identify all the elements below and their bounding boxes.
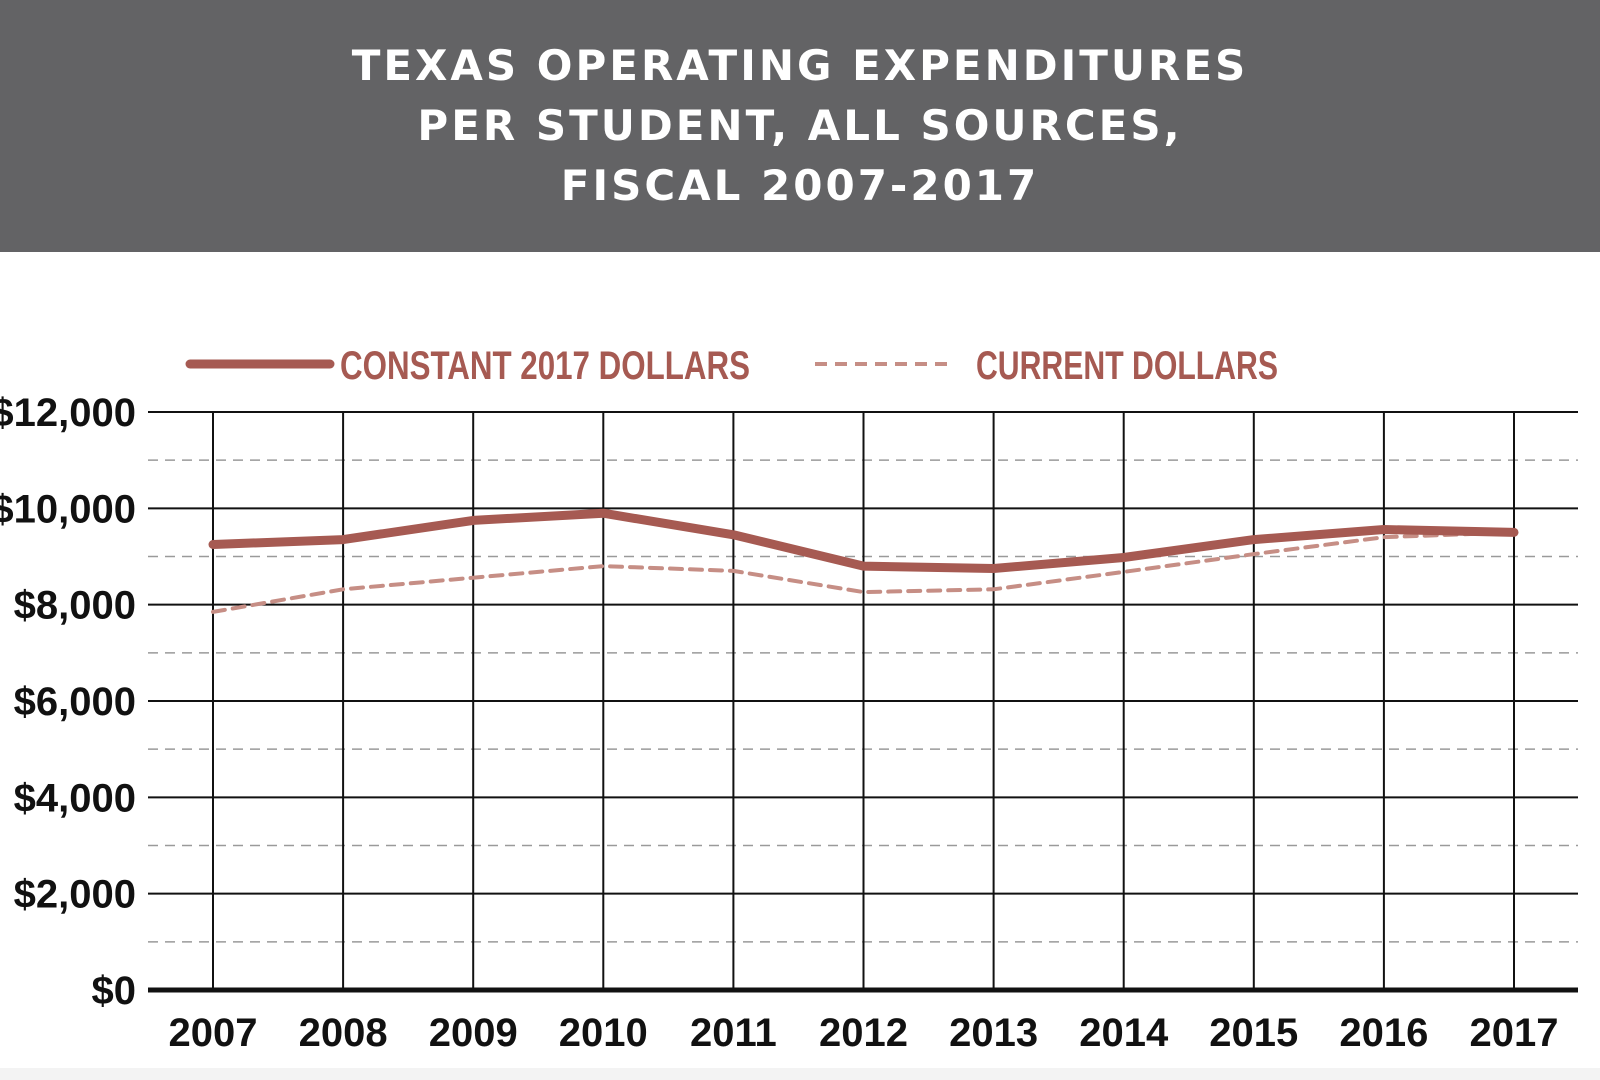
series-line-current-dollars [211,530,1516,614]
y-tick-label: $12,000 [0,391,136,435]
x-tick-label: 2012 [819,1011,908,1055]
y-tick-label: $8,000 [14,584,136,628]
x-tick-label: 2015 [1209,1011,1298,1055]
x-tick-label: 2009 [429,1011,518,1055]
series-line-constant-2017-dollars [208,508,1519,573]
y-tick-label: $0 [92,969,137,1013]
x-tick-label: 2014 [1079,1011,1169,1055]
x-tick-label: 2010 [559,1011,648,1055]
chart-legend: CONSTANT 2017 DOLLARS CURRENT DOLLARS [185,344,1278,388]
bottom-strip [0,1068,1600,1080]
line-chart: CONSTANT 2017 DOLLARS CURRENT DOLLARS $0… [0,344,1578,1055]
y-tick-label: $4,000 [14,776,136,820]
x-axis-tick-labels: 2007 2008 2009 2010 2011 2012 2013 2014 2015 2016… [169,1011,1559,1055]
y-tick-label: $2,000 [14,873,136,917]
chart-title-line-2: PER STUDENT, ALL SOURCES, [417,101,1183,150]
chart-title-banner: TEXAS OPERATING EXPENDITURES PER STUDENT… [0,0,1600,252]
x-tick-label: 2016 [1339,1011,1428,1055]
vertical-gridlines [212,412,1515,990]
x-tick-label: 2013 [949,1011,1038,1055]
legend-label-constant: CONSTANT 2017 DOLLARS [340,344,750,388]
x-tick-label: 2007 [169,1011,258,1055]
x-tick-label: 2011 [690,1011,777,1055]
y-axis-tick-labels: $0 $2,000 $4,000 $6,000 $8,000 $10,000 $12,000 [0,391,136,1013]
y-tick-label: $10,000 [0,487,136,531]
series-lines [208,508,1519,614]
x-tick-label: 2008 [299,1011,388,1055]
x-tick-label: 2017 [1470,1011,1559,1055]
chart-title-line-3: FISCAL 2007-2017 [560,161,1040,210]
legend-label-current: CURRENT DOLLARS [976,344,1278,388]
chart-title-line-1: TEXAS OPERATING EXPENDITURES [351,41,1249,90]
y-tick-label: $6,000 [14,680,136,724]
